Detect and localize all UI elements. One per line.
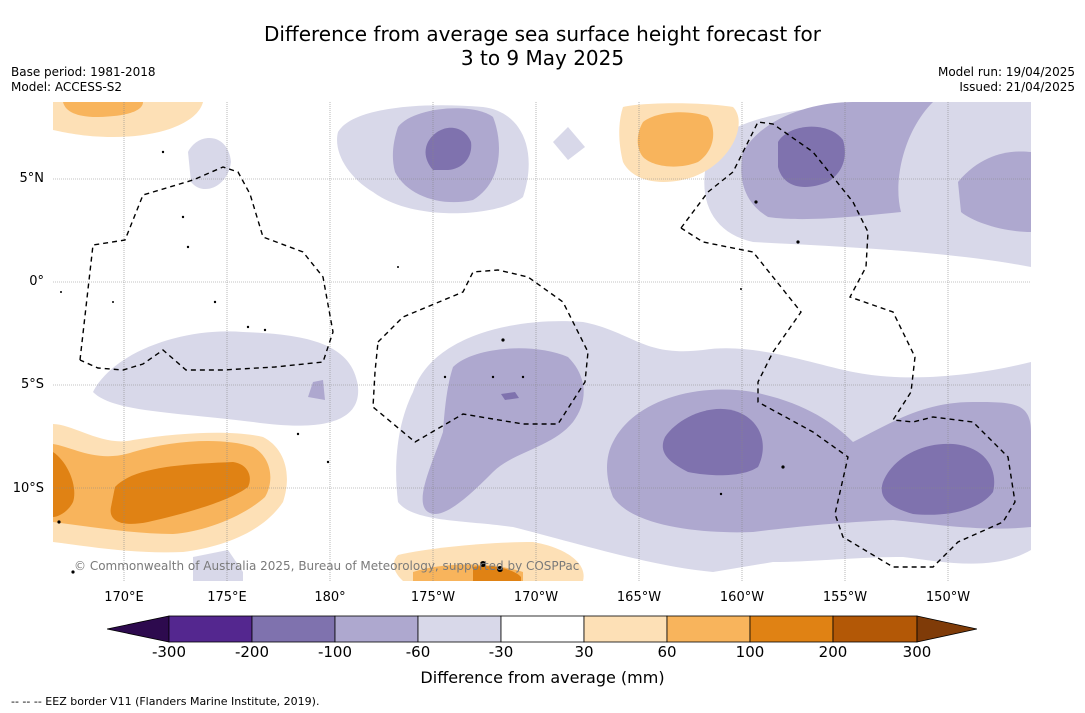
colorbar-bin: [334, 615, 419, 643]
copyright-notice: © Commonwealth of Australia 2025, Bureau…: [74, 559, 580, 573]
colorbar-bin: [666, 615, 751, 643]
colorbar-tick: -200: [234, 643, 270, 661]
colorbar-extend-high: [916, 615, 978, 643]
lon-label-170e: 170°E: [104, 590, 144, 605]
title-line-1: Difference from average sea surface heig…: [263, 22, 822, 46]
colorbar-bin: [168, 615, 253, 643]
colorbar-tick: 100: [735, 643, 765, 661]
colorbar-bin: [251, 615, 336, 643]
eez-borders: [79, 121, 1016, 568]
lon-label-160w: 160°W: [719, 590, 765, 605]
colorbar-bin: [500, 615, 585, 643]
map-title: Difference from average sea surface heig…: [0, 22, 1085, 70]
issued-date: Issued: 21/04/2025: [959, 80, 1075, 94]
lon-label-175e: 175°E: [207, 590, 247, 605]
lon-label-175w: 175°W: [410, 590, 456, 605]
metadata-left: Base period: 1981-2018 Model: ACCESS-S2: [11, 65, 156, 95]
sea-surface-height-map: [53, 102, 1031, 581]
metadata-right: Model run: 19/04/2025 Issued: 21/04/2025: [938, 65, 1075, 95]
colorbar-bin: [749, 615, 834, 643]
colorbar-tick: -60: [405, 643, 431, 661]
base-period: Base period: 1981-2018: [11, 65, 156, 79]
map-panel: [53, 102, 1031, 581]
colorbar-tick: 300: [902, 643, 932, 661]
colorbar-bin: [417, 615, 502, 643]
colorbar-tick: -100: [317, 643, 353, 661]
colorbar-tick: -30: [488, 643, 514, 661]
lon-label-165w: 165°W: [616, 590, 662, 605]
model-run: Model run: 19/04/2025: [937, 65, 1075, 79]
lat-label-0: 0°: [29, 274, 44, 289]
colorbar-extend-low: [106, 615, 170, 643]
title-line-2: 3 to 9 May 2025: [460, 46, 625, 70]
colorbar-tick: -300: [151, 643, 187, 661]
lon-label-170w: 170°W: [513, 590, 559, 605]
lon-label-150w: 150°W: [925, 590, 971, 605]
colorbar-tick: 200: [818, 643, 848, 661]
lon-label-155w: 155°W: [822, 590, 868, 605]
model-name: Model: ACCESS-S2: [11, 80, 123, 94]
colorbar-bin: [832, 615, 918, 643]
eez-footnote: -- -- -- EEZ border V11 (Flanders Marine…: [11, 695, 320, 708]
colorbar-bin: [583, 615, 668, 643]
lat-label-5s: 5°S: [20, 377, 44, 392]
colorbar-tick: 60: [657, 643, 677, 661]
lon-label-180: 180°: [314, 590, 346, 605]
anomaly-dark-purple: [425, 126, 995, 515]
graticule: [53, 102, 1031, 581]
lat-label-5n: 5°N: [19, 171, 45, 186]
colorbar-tick: 30: [574, 643, 594, 661]
colorbar: [106, 615, 978, 643]
colorbar-label: Difference from average (mm): [420, 668, 665, 687]
anomaly-orange: [53, 452, 521, 581]
islands: [57, 150, 800, 574]
lat-label-10s: 10°S: [12, 481, 44, 496]
